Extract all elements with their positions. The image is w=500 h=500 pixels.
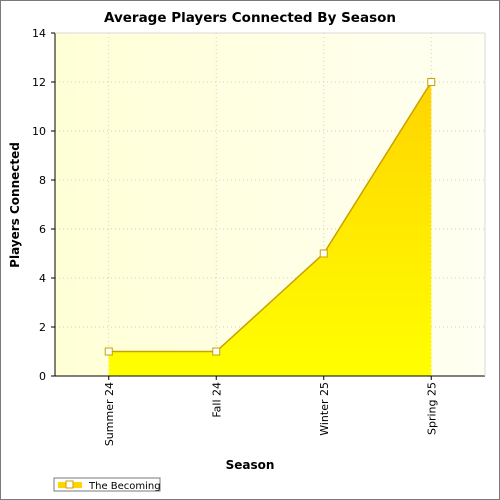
data-point-marker [104,347,113,356]
axes [54,32,486,377]
y-tick-label: 12 [32,76,46,89]
data-point-marker [319,249,328,258]
legend-marker [65,480,74,489]
y-tick-label: 14 [32,27,46,40]
legend: The Becoming [53,477,161,492]
y-tick-label: 8 [39,174,46,187]
series-line [108,81,432,353]
chart-title: Average Players Connected By Season [104,10,396,26]
x-axis-ticks: Summer 24 Fall 24 Winter 25 Spring 25 [103,376,438,446]
x-tick-label: Fall 24 [210,382,223,418]
y-tick-label: 10 [32,125,46,138]
series-markers [104,78,436,356]
data-point-marker [212,347,221,356]
y-tick-label: 6 [39,223,46,236]
legend-entry-label: The Becoming [88,481,161,492]
x-tick-label: Winter 25 [318,382,331,436]
y-axis-ticks: 0 2 4 6 8 10 12 14 [32,27,55,383]
series-area [108,82,432,376]
y-tick-label: 0 [39,370,46,383]
y-tick-label: 4 [39,272,46,285]
series-area-layer [108,81,432,376]
x-tick-label: Summer 24 [103,382,116,446]
y-axis-label: Players Connected [8,142,22,268]
x-axis-label: Season [226,458,275,472]
y-tick-label: 2 [39,321,46,334]
data-point-marker [427,78,436,86]
x-tick-label: Spring 25 [425,382,438,435]
